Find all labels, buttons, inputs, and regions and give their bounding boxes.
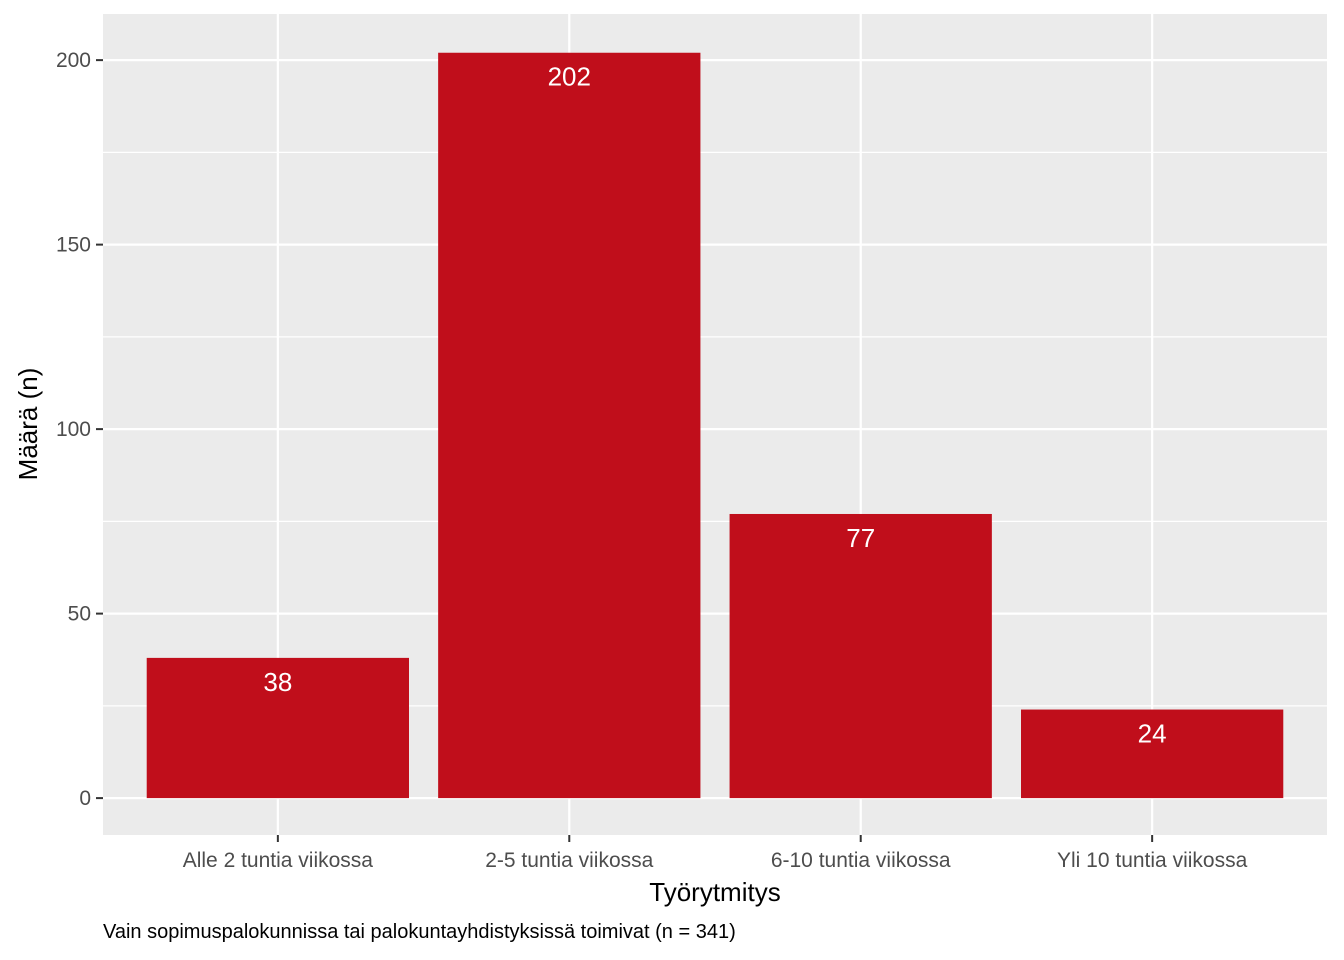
y-tick-label: 150: [56, 234, 91, 257]
y-axis: 0 50 100 150 200: [56, 49, 103, 810]
bar-value-label: 24: [1138, 719, 1167, 749]
bar-value-label: 38: [263, 667, 292, 697]
bar: [1021, 709, 1284, 799]
bar: [146, 657, 409, 799]
x-tick-label: Yli 10 tuntia viikossa: [1057, 849, 1248, 872]
y-tick-label: 100: [56, 418, 91, 441]
x-tick-label: Alle 2 tuntia viikossa: [183, 849, 374, 872]
bar: [729, 513, 992, 799]
bar: [438, 52, 701, 799]
y-tick-label: 0: [79, 787, 91, 810]
y-tick-label: 200: [56, 49, 91, 72]
bar-labels: 38 202 77 24: [263, 62, 1166, 749]
bar-value-label: 77: [846, 523, 875, 553]
chart-caption: Vain sopimuspalokunnissa tai palokuntayh…: [103, 921, 736, 943]
x-tick-label: 2-5 tuntia viikossa: [485, 849, 653, 872]
bars: [146, 52, 1284, 799]
x-tick-label: 6-10 tuntia viikossa: [771, 849, 951, 872]
y-tick-label: 50: [68, 603, 91, 626]
x-axis: Alle 2 tuntia viikossa 2-5 tuntia viikoss…: [183, 835, 1248, 872]
y-axis-title: Määrä (n): [13, 368, 43, 481]
bar-value-label: 202: [548, 62, 591, 92]
x-axis-title: Työrytmitys: [649, 877, 780, 907]
